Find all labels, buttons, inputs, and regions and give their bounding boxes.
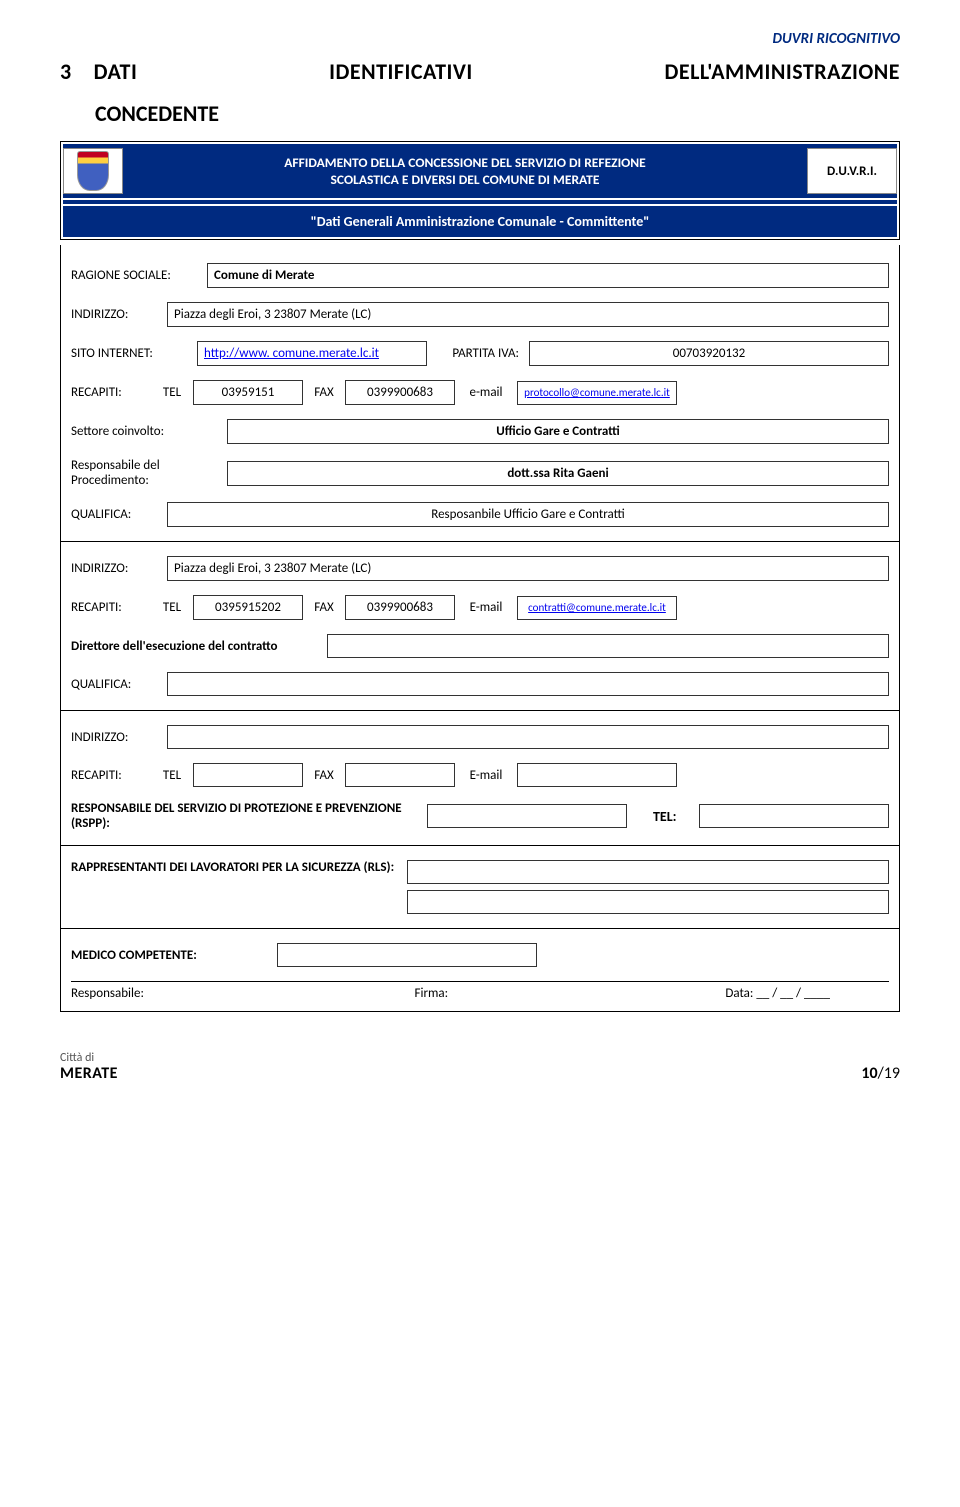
label-rspp: RESPONSABILE DEL SERVIZIO DI PROTEZIONE …	[71, 801, 421, 831]
label-indirizzo-2: INDIRIZZO:	[71, 561, 161, 576]
duvri-label: D.U.V.R.I.	[807, 148, 897, 194]
sig-firma: Firma:	[415, 986, 726, 1001]
label-qualifica-2: QUALIFICA:	[71, 677, 161, 692]
page-number: 10/19	[861, 1064, 900, 1083]
field-tel-2: 0395915202	[193, 595, 303, 620]
section-word-1: DATI	[94, 58, 138, 85]
field-partita: 00703920132	[529, 341, 889, 366]
label-fax-2: FAX	[309, 600, 339, 615]
doc-header: DUVRI RICOGNITIVO	[60, 30, 900, 48]
label-email-3: E-mail	[461, 768, 511, 783]
title-block: AFFIDAMENTO DELLA CONCESSIONE DEL SERVIZ…	[60, 141, 900, 240]
concession-title: AFFIDAMENTO DELLA CONCESSIONE DEL SERVIZ…	[123, 148, 807, 194]
field-tel-3	[193, 763, 303, 787]
email-link-2[interactable]: contratti@comune.merate.lc.it	[528, 601, 666, 614]
sig-data: Data: __ / __ / ____	[725, 986, 850, 1001]
field-medico	[277, 943, 537, 967]
label-recapiti-1: RECAPITI:	[71, 385, 151, 400]
signature-row: Responsabile: Firma: Data: __ / __ / ___…	[71, 981, 889, 1001]
field-email-3	[517, 763, 677, 787]
label-rls: RAPPRESENTANTI DEI LAVORATORI PER LA SIC…	[71, 860, 401, 875]
label-recapiti-3: RECAPITI:	[71, 768, 151, 783]
field-resp-proc: dott.ssa Rita Gaeni	[227, 461, 889, 486]
label-partita: PARTITA IVA:	[433, 346, 523, 361]
field-settore: Ufficio Gare e Contratti	[227, 419, 889, 444]
label-sito: SITO INTERNET:	[71, 346, 191, 361]
form-subtitle: "Dati Generali Amministrazione Comunale …	[63, 206, 897, 237]
section-word-2: IDENTIFICATIVI	[329, 58, 473, 85]
field-rspp-tel	[699, 804, 889, 828]
footer-logo: Città di MERATE	[60, 1052, 118, 1083]
field-fax-1: 0399900683	[345, 380, 455, 405]
label-rspp-tel: TEL:	[633, 808, 693, 825]
label-settore: Settore coinvolto:	[71, 424, 221, 439]
label-medico: MEDICO COMPETENTE:	[71, 948, 271, 963]
label-recapiti-2: RECAPITI:	[71, 600, 151, 615]
label-tel-2: TEL	[157, 600, 187, 615]
email-link-1[interactable]: protocollo@comune.merate.lc.it	[524, 386, 670, 399]
label-direttore: Direttore dell'esecuzione del contratto	[71, 639, 321, 654]
field-email-1[interactable]: protocollo@comune.merate.lc.it	[517, 381, 677, 405]
field-fax-3	[345, 763, 455, 787]
label-indirizzo: INDIRIZZO:	[71, 307, 161, 322]
section-number: 3	[60, 58, 94, 85]
field-indirizzo-3	[167, 725, 889, 749]
label-email-2: E-mail	[461, 600, 511, 615]
section-title: 3 DATI IDENTIFICATIVI DELL'AMMINISTRAZIO…	[60, 58, 900, 85]
label-ragione: RAGIONE SOCIALE:	[71, 268, 201, 283]
page-current: 10	[861, 1064, 877, 1083]
label-tel-3: TEL	[157, 768, 187, 783]
page-footer: Città di MERATE 10/19	[60, 1052, 900, 1083]
field-sito[interactable]: http://www. comune.merate.lc.it	[197, 341, 427, 366]
field-qualifica-1: Resposanbile Ufficio Gare e Contratti	[167, 502, 889, 527]
concession-title-line1: AFFIDAMENTO DELLA CONCESSIONE DEL SERVIZ…	[129, 154, 801, 171]
field-ragione: Comune di Merate	[207, 263, 889, 288]
field-tel-1: 03959151	[193, 380, 303, 405]
field-fax-2: 0399900683	[345, 595, 455, 620]
field-rspp	[427, 804, 627, 828]
concession-title-line2: SCOLASTICA E DIVERSI DEL COMUNE DI MERAT…	[129, 171, 801, 188]
sito-link[interactable]: http://www. comune.merate.lc.it	[204, 346, 379, 361]
page-total: /19	[878, 1064, 900, 1083]
label-resp-proc: Responsabile del Procedimento:	[71, 458, 221, 488]
field-rls-2	[407, 890, 889, 914]
field-rls-1	[407, 860, 889, 884]
field-qualifica-2	[167, 672, 889, 696]
municipal-crest-icon	[63, 148, 123, 194]
sig-responsabile: Responsabile:	[71, 986, 415, 1001]
form-body: RAGIONE SOCIALE: Comune di Merate INDIRI…	[60, 245, 900, 1012]
footer-name: MERATE	[60, 1065, 118, 1083]
label-tel-1: TEL	[157, 385, 187, 400]
label-indirizzo-3: INDIRIZZO:	[71, 730, 161, 745]
section-word-3: DELL'AMMINISTRAZIONE	[665, 58, 900, 85]
field-indirizzo-2: Piazza degli Eroi, 3 23807 Merate (LC)	[167, 556, 889, 581]
label-qualifica-1: QUALIFICA:	[71, 507, 161, 522]
label-email-1: e-mail	[461, 385, 511, 400]
label-fax-1: FAX	[309, 385, 339, 400]
field-indirizzo-1: Piazza degli Eroi, 3 23807 Merate (LC)	[167, 302, 889, 327]
field-email-2[interactable]: contratti@comune.merate.lc.it	[517, 596, 677, 620]
label-fax-3: FAX	[309, 768, 339, 783]
section-subtitle: CONCEDENTE	[95, 100, 900, 127]
field-direttore	[327, 634, 889, 658]
